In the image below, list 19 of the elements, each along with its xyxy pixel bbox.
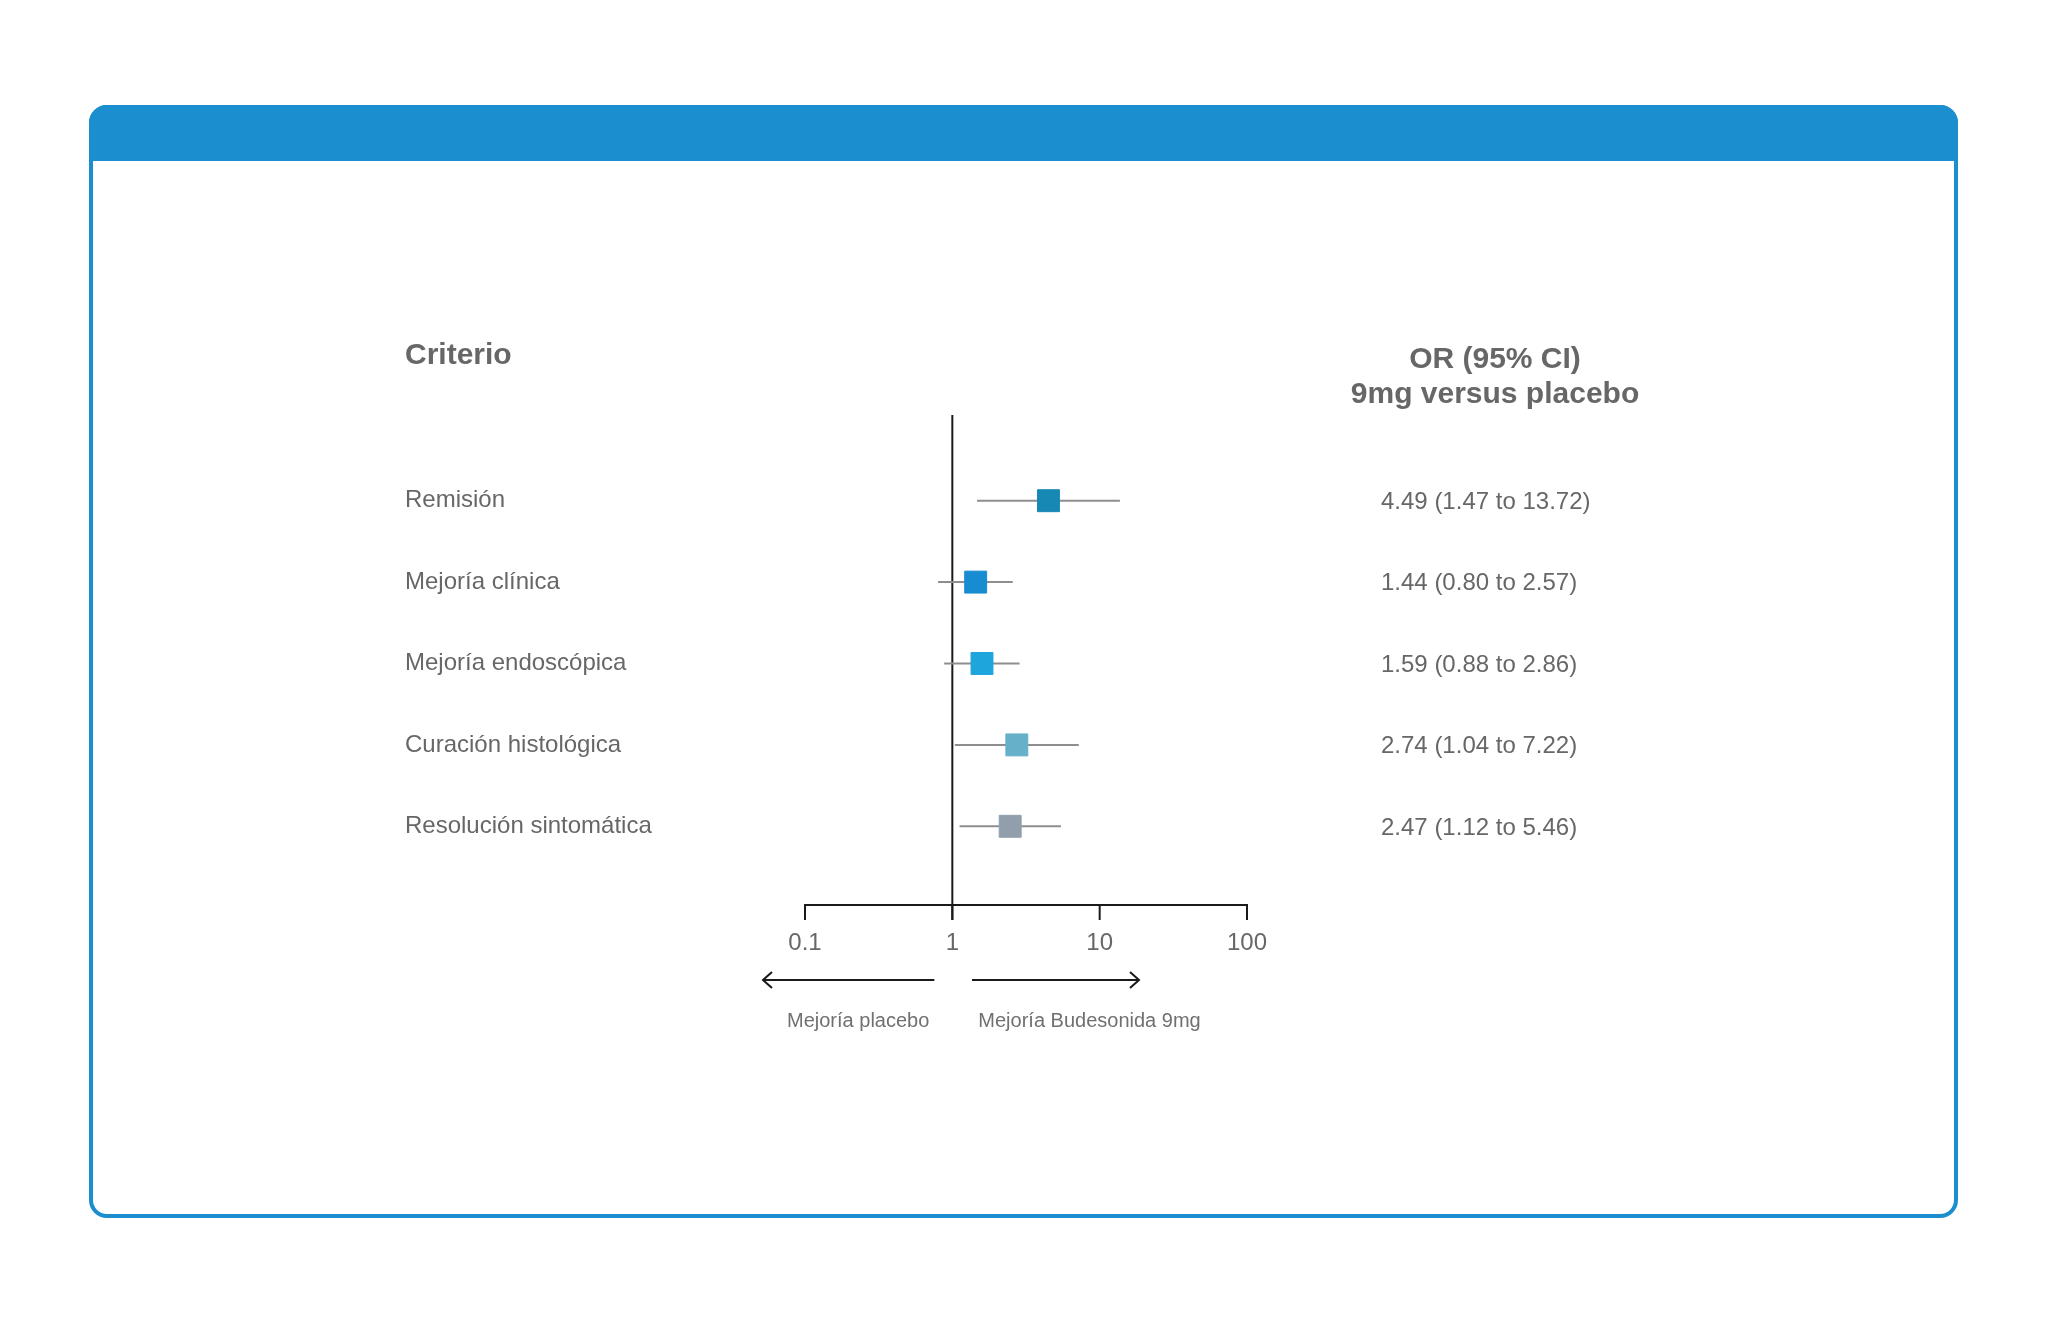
- text: Mejoría Budesonida 9mg: [978, 1008, 1201, 1031]
- y-tick-label: Curación histológica: [405, 729, 622, 757]
- text: 2.47 (1.12 to 5.46): [1381, 812, 1578, 841]
- x-tick-label: 1: [945, 928, 960, 956]
- text: Mejoría placebo: [787, 1008, 930, 1031]
- x-tick-label: 100: [1226, 928, 1268, 956]
- text: 4.49 (1.47 to 13.72): [1381, 486, 1591, 515]
- y-axis-title: Criterio: [405, 337, 512, 371]
- x-tick-label: 10: [1086, 928, 1114, 956]
- text: 1.59 (0.88 to 2.86): [1381, 649, 1578, 678]
- y-tick-label: Resolución sintomática: [405, 810, 653, 838]
- y-tick-label: Remisión: [405, 485, 506, 513]
- text: 1.44 (0.80 to 2.57): [1381, 568, 1578, 596]
- text: 9mg versus placebo: [1349, 375, 1641, 411]
- x-tick-label: 0.1: [788, 928, 822, 956]
- y-tick-label: Mejoría endoscópica: [405, 648, 628, 676]
- text: OR (95% CI): [1408, 340, 1582, 376]
- y-tick-label: Mejoría clínica: [405, 566, 561, 594]
- text: 2.74 (1.04 to 7.22): [1381, 731, 1578, 759]
